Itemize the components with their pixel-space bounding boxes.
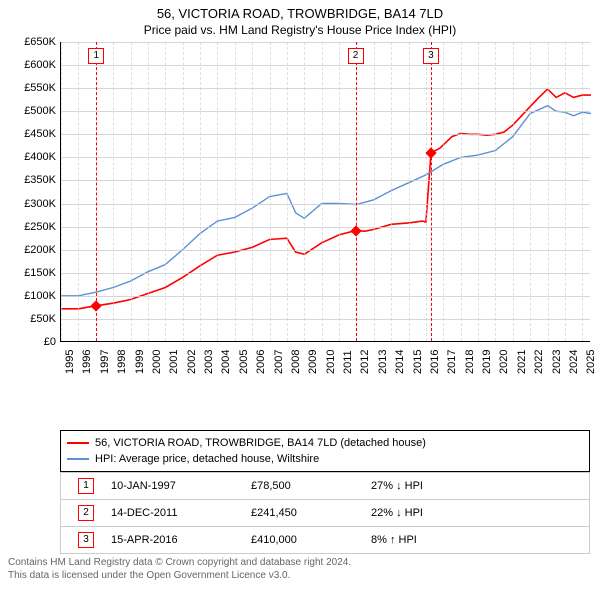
sale-date: 14-DEC-2011 <box>111 507 251 519</box>
sale-event-line <box>96 42 97 341</box>
legend-label: HPI: Average price, detached house, Wilt… <box>95 451 319 467</box>
sale-marker-icon: 3 <box>78 532 94 548</box>
x-axis-label: 2004 <box>220 350 232 374</box>
x-axis-label: 2009 <box>307 350 319 374</box>
sale-marker-icon: 1 <box>78 478 94 494</box>
x-axis-label: 2003 <box>203 350 215 374</box>
x-axis-label: 2010 <box>325 350 337 374</box>
sale-event-line <box>431 42 432 341</box>
footer-line: This data is licensed under the Open Gov… <box>8 569 592 582</box>
sale-price: £410,000 <box>251 534 371 546</box>
x-axis-label: 2021 <box>516 350 528 374</box>
sale-price: £78,500 <box>251 480 371 492</box>
page: { "background_color": "#ffffff", "text_c… <box>0 0 600 590</box>
x-axis-label: 1998 <box>116 350 128 374</box>
chart-area: 1 2 3 £0 £50K £100K £150K £200K £250K £300K £350K… <box>0 42 600 384</box>
table-row: 1 10-JAN-1997 £78,500 27% ↓ HPI <box>61 472 589 499</box>
legend: 56, VICTORIA ROAD, TROWBRIDGE, BA14 7LD … <box>60 430 590 472</box>
y-axis-label: £100K <box>6 290 56 302</box>
y-axis-label: £600K <box>6 59 56 71</box>
x-axis-label: 2020 <box>498 350 510 374</box>
x-axis-label: 2005 <box>238 350 250 374</box>
legend-swatch <box>67 458 89 460</box>
x-axis-label: 2018 <box>464 350 476 374</box>
sale-price: £241,450 <box>251 507 371 519</box>
y-axis-label: £350K <box>6 174 56 186</box>
sale-marker-icon: 2 <box>78 505 94 521</box>
table-row: 3 15-APR-2016 £410,000 8% ↑ HPI <box>61 526 589 553</box>
y-axis-label: £50K <box>6 313 56 325</box>
y-axis-label: £450K <box>6 128 56 140</box>
legend-item: 56, VICTORIA ROAD, TROWBRIDGE, BA14 7LD … <box>67 435 583 451</box>
x-axis-label: 1999 <box>134 350 146 374</box>
x-axis-label: 1995 <box>64 350 76 374</box>
chart-title-address: 56, VICTORIA ROAD, TROWBRIDGE, BA14 7LD <box>0 0 600 21</box>
y-axis-label: £550K <box>6 82 56 94</box>
x-axis-label: 2012 <box>359 350 371 374</box>
x-axis-label: 2013 <box>377 350 389 374</box>
y-axis-label: £150K <box>6 267 56 279</box>
legend-swatch <box>67 442 89 444</box>
x-axis-label: 2000 <box>151 350 163 374</box>
footer-line: Contains HM Land Registry data © Crown c… <box>8 556 592 569</box>
footer-attribution: Contains HM Land Registry data © Crown c… <box>8 556 592 582</box>
x-axis-label: 2001 <box>168 350 180 374</box>
chart-title-sub: Price paid vs. HM Land Registry's House … <box>0 21 600 37</box>
x-axis-label: 2008 <box>290 350 302 374</box>
sale-event-badge: 3 <box>423 48 439 64</box>
x-axis-label: 2022 <box>533 350 545 374</box>
y-axis-label: £250K <box>6 221 56 233</box>
x-axis-label: 2011 <box>342 350 354 374</box>
y-axis-label: £0 <box>6 336 56 348</box>
x-axis-label: 2014 <box>394 350 406 374</box>
y-axis-label: £200K <box>6 244 56 256</box>
x-axis-label: 2002 <box>186 350 198 374</box>
x-axis-label: 2023 <box>551 350 563 374</box>
sale-date: 15-APR-2016 <box>111 534 251 546</box>
y-axis-label: £400K <box>6 151 56 163</box>
x-axis-label: 2024 <box>568 350 580 374</box>
sales-table: 1 10-JAN-1997 £78,500 27% ↓ HPI 2 14-DEC… <box>60 472 590 554</box>
sale-date: 10-JAN-1997 <box>111 480 251 492</box>
y-axis-label: £650K <box>6 36 56 48</box>
sale-vs-hpi: 22% ↓ HPI <box>371 507 571 519</box>
legend-label: 56, VICTORIA ROAD, TROWBRIDGE, BA14 7LD … <box>95 435 426 451</box>
sale-vs-hpi: 27% ↓ HPI <box>371 480 571 492</box>
sale-vs-hpi: 8% ↑ HPI <box>371 534 571 546</box>
x-axis-label: 2015 <box>412 350 424 374</box>
x-axis-label: 2019 <box>481 350 493 374</box>
x-axis-label: 1996 <box>81 350 93 374</box>
sale-event-badge: 2 <box>348 48 364 64</box>
y-axis-label: £500K <box>6 105 56 117</box>
x-axis-label: 2007 <box>273 350 285 374</box>
y-axis-label: £300K <box>6 198 56 210</box>
table-row: 2 14-DEC-2011 £241,450 22% ↓ HPI <box>61 499 589 526</box>
sale-event-line <box>356 42 357 341</box>
plot-region: 1 2 3 <box>60 42 590 342</box>
x-axis-label: 2016 <box>429 350 441 374</box>
x-axis-label: 1997 <box>99 350 111 374</box>
legend-item: HPI: Average price, detached house, Wilt… <box>67 451 583 467</box>
x-axis-label: 2017 <box>446 350 458 374</box>
x-axis-label: 2025 <box>585 350 597 374</box>
x-axis-label: 2006 <box>255 350 267 374</box>
sale-event-badge: 1 <box>88 48 104 64</box>
